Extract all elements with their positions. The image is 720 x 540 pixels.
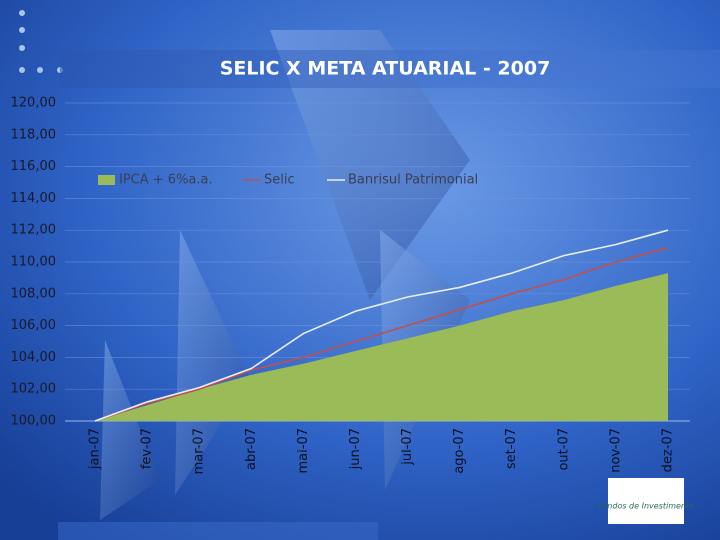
line bbox=[94, 246, 669, 422]
x-tick-label: mai-07 bbox=[296, 428, 311, 473]
x-tick-label: jan-07 bbox=[88, 428, 103, 470]
x-tick-label: mar-07 bbox=[192, 428, 207, 474]
x-tick-label: nov-07 bbox=[608, 428, 623, 473]
legend-label: Banrisul Patrimonial bbox=[348, 173, 478, 188]
y-tick-label: 106,00 bbox=[11, 318, 57, 333]
y-tick-label: 116,00 bbox=[11, 159, 57, 174]
legend-swatch bbox=[98, 175, 115, 185]
x-tick-label: dez-07 bbox=[661, 428, 676, 472]
x-tick-label: out-07 bbox=[556, 428, 571, 471]
x-tick-label: set-07 bbox=[504, 428, 519, 469]
y-tick-label: 112,00 bbox=[11, 223, 57, 238]
chart-title: SELIC X META ATUARIAL - 2007 bbox=[220, 58, 551, 80]
line bbox=[94, 229, 669, 422]
plot: 100,00 102,00 104,00 106,00 108,00 110,00 112,… bbox=[11, 96, 690, 474]
legend-label: IPCA + 6%a.a. bbox=[119, 173, 213, 188]
y-tick-label: 108,00 bbox=[11, 286, 57, 301]
x-tick-label: jun-07 bbox=[348, 428, 363, 470]
y-tick-label: 120,00 bbox=[11, 96, 57, 111]
y-tick-label: 118,00 bbox=[11, 127, 57, 142]
y-tick-label: 104,00 bbox=[11, 350, 57, 365]
x-tick-label: fev-07 bbox=[140, 428, 155, 469]
y-tick-label: 110,00 bbox=[11, 255, 57, 270]
y-tick-label: 100,00 bbox=[11, 414, 57, 429]
title-band bbox=[60, 50, 720, 88]
legend-label: Selic bbox=[264, 173, 295, 188]
x-tick-label: jul-07 bbox=[400, 428, 415, 466]
x-tick-label: ago-07 bbox=[452, 428, 467, 474]
x-tick-label: abr-07 bbox=[244, 428, 259, 470]
area bbox=[95, 273, 668, 421]
logo-text: Fundos de Investimento bbox=[598, 502, 694, 511]
y-tick-label: 102,00 bbox=[11, 382, 57, 397]
logo-box bbox=[608, 478, 684, 524]
y-tick-label: 114,00 bbox=[11, 191, 57, 206]
